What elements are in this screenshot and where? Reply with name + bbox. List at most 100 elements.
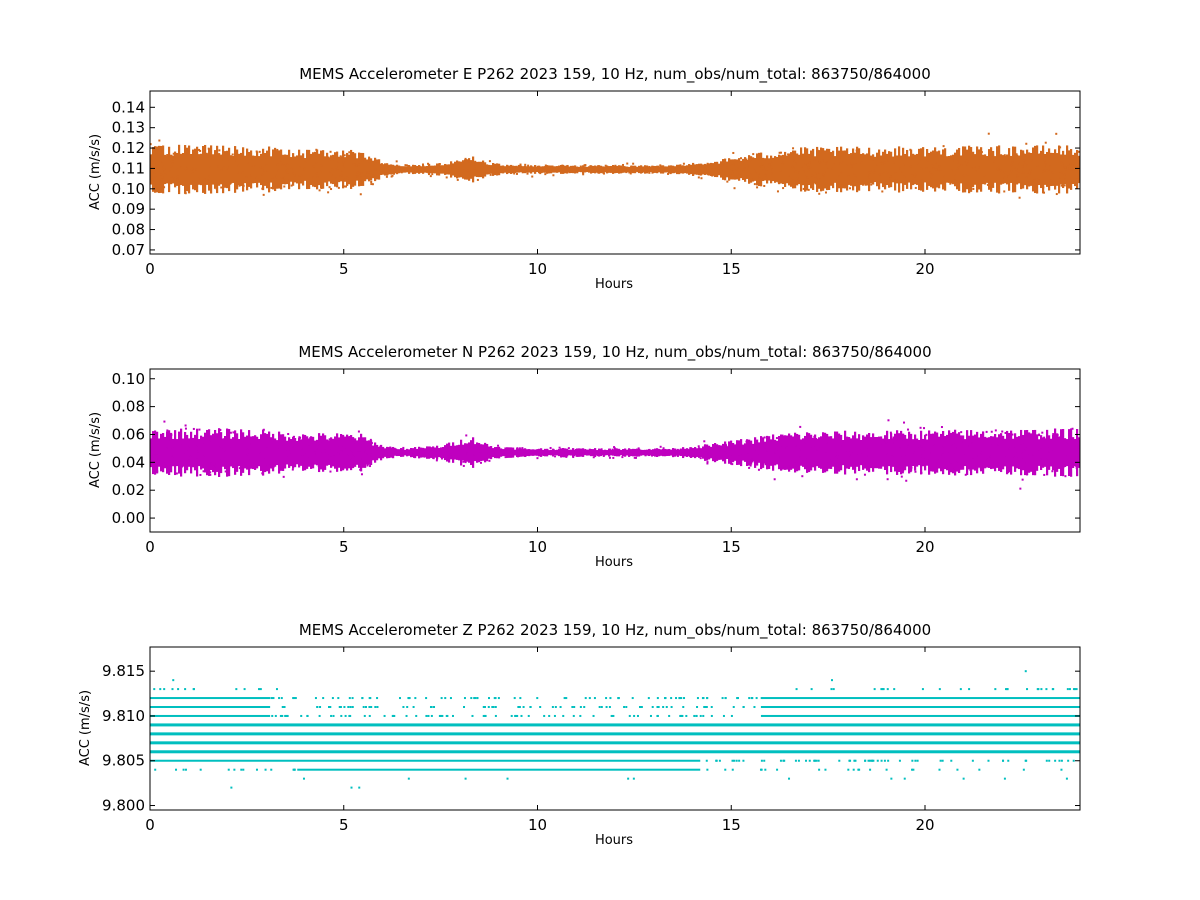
panel-n-strip <box>1000 433 1003 473</box>
panel-e-strip <box>778 154 781 185</box>
panel-e-point <box>807 166 810 169</box>
panel-e-strip <box>656 165 659 174</box>
panel-n-strip <box>450 445 453 460</box>
panel-z-point <box>527 714 530 717</box>
panel-e-strip <box>816 146 819 192</box>
panel-e-point <box>942 145 945 148</box>
panel-z-point <box>916 759 919 762</box>
panel-n-point <box>443 447 446 450</box>
panel-n-point <box>866 448 869 451</box>
panel-e-strip <box>172 155 175 184</box>
panel-n-strip <box>866 434 869 471</box>
panel-n-point <box>848 449 851 452</box>
panel-n-strip <box>916 438 919 467</box>
panel-e-strip <box>246 148 249 191</box>
panel-e-point <box>519 163 522 166</box>
panel-e-point <box>229 182 232 185</box>
panel-e-point <box>263 169 266 172</box>
panel-e-point <box>943 175 946 178</box>
panel-z-point <box>264 768 267 771</box>
panel-e-strip <box>758 152 761 187</box>
panel-e-strip <box>838 150 841 189</box>
panel-e-strip <box>230 155 233 184</box>
panel-e-point <box>740 157 743 160</box>
panel-z-point <box>286 714 289 717</box>
panel-n-point <box>544 449 547 452</box>
panel-n-strip <box>904 434 907 471</box>
panel-n-point <box>152 455 155 458</box>
panel-n-point <box>1007 470 1010 473</box>
panel-n-point <box>801 475 804 478</box>
panel-n-point <box>262 435 265 438</box>
panel-e-strip <box>840 146 843 193</box>
panel-n-point <box>791 464 794 467</box>
panel-n-point <box>233 437 236 440</box>
panel-e-point <box>159 182 162 185</box>
panel-n-point <box>822 464 825 467</box>
panel-e-point <box>931 164 934 167</box>
panel-e-point <box>259 166 262 169</box>
panel-e-strip <box>274 147 277 192</box>
panel-n-point <box>829 459 832 462</box>
y-tick-label: 0.07 <box>112 241 145 259</box>
panel-e-point <box>150 160 153 163</box>
panel-e-point <box>739 161 742 164</box>
panel-n-strip <box>938 436 941 469</box>
panel-e-strip <box>906 149 909 189</box>
panel-e-point <box>406 167 409 170</box>
panel-z-point <box>610 714 613 717</box>
panel-e-point <box>962 174 965 177</box>
panel-n-point <box>919 426 922 429</box>
panel-z-point <box>1054 759 1057 762</box>
panel-n-point <box>728 460 731 463</box>
panel-e-strip <box>300 155 303 184</box>
panel-z-point <box>715 759 718 762</box>
panel-n-point <box>291 468 294 471</box>
panel-n-strip <box>840 434 843 471</box>
panel-e-strip <box>532 166 535 173</box>
panel-n-strip <box>312 436 315 469</box>
panel-e-strip <box>674 166 677 173</box>
panel-e-strip <box>304 158 307 181</box>
panel-e-point <box>376 162 379 165</box>
panel-e-strip <box>276 150 279 189</box>
panel-e-point <box>164 173 167 176</box>
panel-z-point <box>427 714 430 717</box>
panel-e-point <box>816 149 819 152</box>
panel-n-point <box>715 456 718 459</box>
panel-n-point <box>1065 453 1068 456</box>
panel-e-point <box>765 168 768 171</box>
panel-n-point <box>726 452 729 455</box>
panel-z-point <box>883 759 886 762</box>
panel-n-point <box>560 450 563 453</box>
panel-n-strip <box>890 433 893 473</box>
panel-n-point <box>155 454 158 457</box>
panel-e-strip <box>436 163 439 176</box>
panel-e-point <box>335 166 338 169</box>
panel-e-point <box>288 178 291 181</box>
panel-n-point <box>807 453 810 456</box>
panel-e-strip <box>438 163 441 176</box>
panel-e-point <box>1033 150 1036 153</box>
panel-e-point <box>344 185 347 188</box>
panel-e-point <box>1017 170 1020 173</box>
panel-z-point <box>710 714 713 717</box>
panel-n-point <box>1047 445 1050 448</box>
panel-n-point <box>464 461 467 464</box>
panel-e-point <box>474 165 477 168</box>
panel-n-strip <box>462 444 465 461</box>
panel-n-point <box>402 446 405 449</box>
panel-n-point <box>418 448 421 451</box>
panel-n-point <box>373 450 376 453</box>
panel-z-point <box>886 688 889 691</box>
panel-e-strip <box>376 159 379 180</box>
panel-e-point <box>474 160 477 163</box>
panel-n-point <box>371 458 374 461</box>
panel-e-point <box>850 165 853 168</box>
panel-e-point <box>1030 170 1033 173</box>
panel-n-strip <box>262 429 265 476</box>
panel-n-point <box>1023 449 1026 452</box>
panel-n-point <box>899 468 902 471</box>
panel-n-strip <box>760 436 763 470</box>
panel-n-strip <box>302 434 305 471</box>
